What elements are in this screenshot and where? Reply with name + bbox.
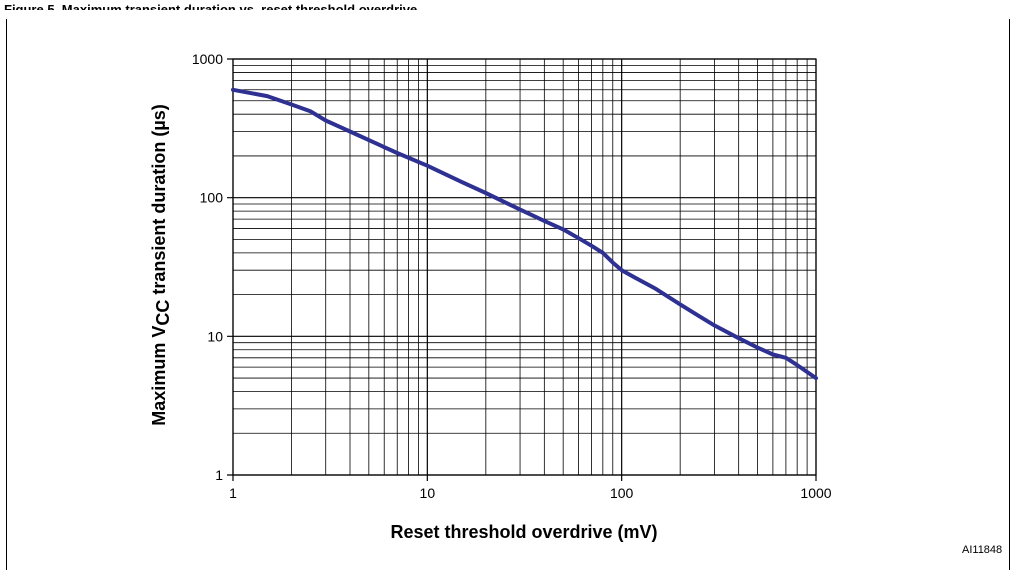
- plot-area-border: [232, 58, 817, 476]
- y-tick-label: 100: [200, 190, 224, 206]
- x-tick-label: 1: [229, 485, 237, 501]
- y-axis-title-subscript: CC: [153, 300, 173, 326]
- y-tick-label: 10: [207, 328, 223, 344]
- series-layer: [231, 87, 818, 381]
- grid-minor: [233, 59, 816, 475]
- figure-frame: [6, 19, 1010, 570]
- x-tick-label: 1000: [800, 485, 831, 501]
- plot-border: [232, 58, 817, 476]
- reference-code: AI11848: [962, 544, 1002, 556]
- series-line: [231, 87, 818, 381]
- x-axis-title: Reset threshold overdrive (mV): [390, 522, 657, 542]
- figure-caption: Figure 5. Maximum transient duration vs.…: [4, 2, 418, 10]
- x-tick-label: 100: [610, 485, 634, 501]
- y-tick-label: 1000: [192, 51, 223, 67]
- x-tick-label: 10: [420, 485, 436, 501]
- y-axis-title-part-2: transient duration (µs): [149, 104, 169, 299]
- x-tick-labels: 1 10 100 1000: [229, 485, 832, 501]
- y-axis-title: Maximum VCC transient duration (µs): [149, 104, 173, 425]
- y-axis-title-part-1: Maximum V: [149, 326, 169, 426]
- y-tick-labels: 1 10 100 1000: [192, 51, 223, 483]
- y-tick-label: 1: [215, 467, 223, 483]
